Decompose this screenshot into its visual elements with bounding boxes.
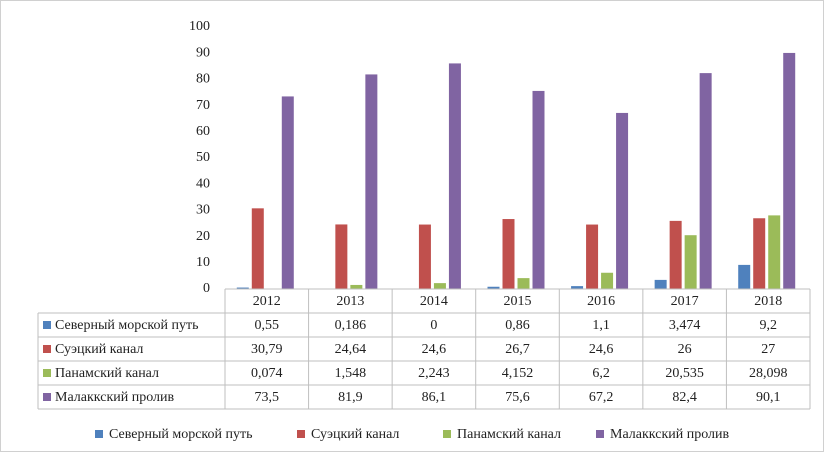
table-cell: 0,86 — [505, 318, 530, 333]
legend-key — [443, 430, 451, 438]
bar — [601, 272, 614, 289]
table-cell: 81,9 — [338, 390, 363, 405]
table-cell: 0,55 — [255, 318, 280, 333]
table-cell: 27 — [761, 342, 775, 357]
table-cell: 0,186 — [335, 318, 367, 333]
table-key — [43, 393, 51, 401]
table-cell: 30,79 — [251, 342, 283, 357]
bar — [251, 208, 264, 289]
y-tick-label: 10 — [196, 255, 210, 270]
x-tick-label: 2014 — [420, 294, 448, 309]
x-tick-label: 2018 — [754, 294, 782, 309]
bar — [502, 219, 515, 289]
table-cell: 6,2 — [592, 366, 610, 381]
table-key — [43, 345, 51, 353]
x-tick-label: 2015 — [504, 294, 532, 309]
bar — [571, 286, 584, 289]
y-tick-label: 60 — [196, 124, 210, 139]
legend-label: Малаккский пролив — [610, 427, 730, 442]
table-cell: 86,1 — [422, 390, 447, 405]
bar — [699, 73, 712, 289]
table-row-label: Малаккский пролив — [55, 390, 175, 405]
bar — [281, 96, 294, 290]
bar — [517, 278, 530, 289]
y-tick-label: 40 — [196, 176, 210, 191]
y-tick-label: 0 — [203, 281, 210, 296]
table-row-label: Северный морской путь — [55, 318, 199, 333]
table-cell: 24,6 — [422, 342, 447, 357]
x-tick-label: 2017 — [671, 294, 699, 309]
table-row-label: Панамский канал — [55, 366, 159, 381]
table-cell: 90,1 — [756, 390, 781, 405]
bar — [335, 224, 348, 289]
legend-label: Северный морской путь — [109, 427, 253, 442]
bar — [532, 90, 545, 289]
table-cell: 24,6 — [589, 342, 614, 357]
bar — [448, 63, 461, 289]
table-cell: 82,4 — [672, 390, 697, 405]
bar — [433, 283, 446, 289]
table-cell: 26,7 — [505, 342, 530, 357]
bar — [783, 52, 796, 289]
bar — [753, 218, 766, 289]
bar — [418, 224, 431, 289]
table-cell: 0 — [430, 318, 437, 333]
bar — [586, 224, 599, 289]
bar — [487, 286, 500, 289]
bar — [616, 112, 629, 289]
legend-key — [297, 430, 305, 438]
bar — [365, 74, 378, 289]
bar — [684, 235, 697, 289]
table-cell: 1,548 — [335, 366, 367, 381]
table-key — [43, 321, 51, 329]
table-row-label: Суэцкий канал — [55, 342, 143, 357]
bar — [350, 284, 363, 289]
legend-label: Панамский канал — [457, 427, 561, 442]
legend-key — [596, 430, 604, 438]
table-cell: 75,6 — [505, 390, 530, 405]
table-key — [43, 369, 51, 377]
y-tick-label: 20 — [196, 229, 210, 244]
x-tick-label: 2013 — [336, 294, 364, 309]
bar — [236, 287, 249, 289]
y-tick-label: 90 — [196, 45, 210, 60]
table-cell: 4,152 — [502, 366, 534, 381]
bar — [768, 215, 781, 289]
x-tick-label: 2016 — [587, 294, 615, 309]
table-cell: 3,474 — [669, 318, 701, 333]
bar — [669, 220, 682, 289]
table-cell: 24,64 — [335, 342, 367, 357]
table-cell: 9,2 — [759, 318, 777, 333]
bar — [738, 264, 751, 289]
y-tick-label: 50 — [196, 150, 210, 165]
table-cell: 2,243 — [418, 366, 450, 381]
x-tick-label: 2012 — [253, 294, 281, 309]
table-cell: 20,535 — [665, 366, 704, 381]
y-tick-label: 30 — [196, 203, 210, 218]
table-cell: 73,5 — [255, 390, 280, 405]
legend-label: Суэцкий канал — [311, 427, 399, 442]
table-cell: 1,1 — [592, 318, 610, 333]
y-tick-label: 100 — [189, 19, 210, 34]
legend-key — [95, 430, 103, 438]
table-cell: 0,074 — [251, 366, 283, 381]
bar — [654, 279, 667, 289]
table-cell: 67,2 — [589, 390, 614, 405]
y-tick-label: 70 — [196, 98, 210, 113]
table-cell: 26 — [678, 342, 692, 357]
table-cell: 28,098 — [749, 366, 788, 381]
y-tick-label: 80 — [196, 72, 210, 87]
